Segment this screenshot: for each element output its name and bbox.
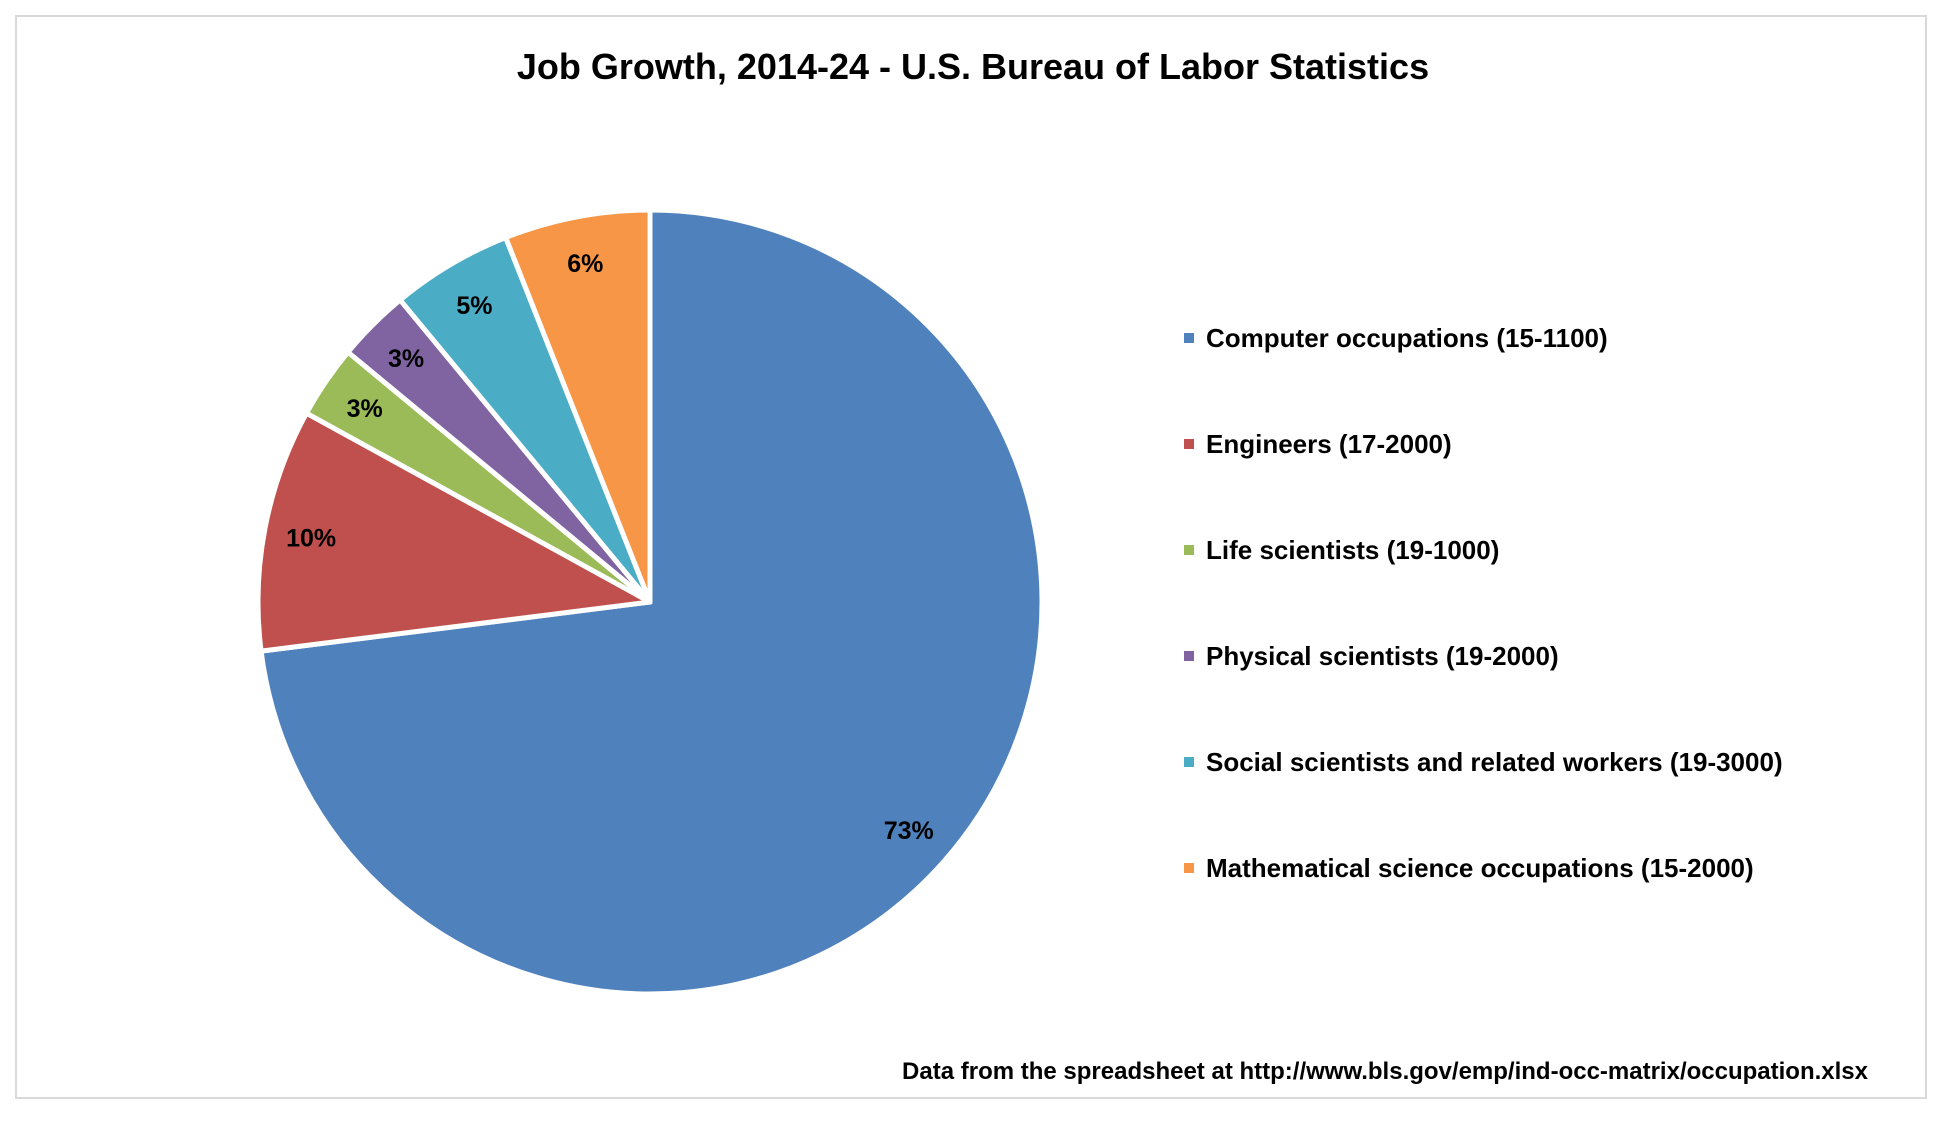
data-label: 73% [884, 817, 934, 845]
legend-item: Life scientists (19-1000) [1184, 534, 1499, 566]
legend-label: Mathematical science occupations (15-200… [1206, 852, 1754, 883]
legend-item: Physical scientists (19-2000) [1184, 640, 1559, 672]
data-label: 10% [286, 524, 336, 552]
legend-label: Computer occupations (15-1100) [1206, 322, 1608, 353]
legend-label: Engineers (17-2000) [1206, 428, 1452, 459]
chart-frame [15, 15, 1927, 1099]
legend-swatch [1184, 651, 1194, 661]
legend-label: Social scientists and related workers (1… [1206, 746, 1783, 777]
legend-item: Mathematical science occupations (15-200… [1184, 852, 1754, 884]
legend-swatch [1184, 333, 1194, 343]
legend-item: Social scientists and related workers (1… [1184, 746, 1783, 778]
source-note: Data from the spreadsheet at http://www.… [902, 1058, 1868, 1085]
legend-swatch [1184, 863, 1194, 873]
data-label: 3% [388, 345, 424, 373]
data-label: 5% [456, 292, 492, 320]
pie-slice [255, 410, 653, 654]
legend-swatch [1184, 439, 1194, 449]
chart-title: Job Growth, 2014-24 - U.S. Bureau of Lab… [516, 46, 1430, 87]
legend-label: Life scientists (19-1000) [1206, 534, 1500, 565]
legend-label: Physical scientists (19-2000) [1206, 640, 1559, 671]
legend-item: Engineers (17-2000) [1184, 428, 1452, 460]
data-label: 3% [347, 395, 383, 423]
legend-swatch [1184, 545, 1194, 555]
pie-slice [503, 207, 653, 605]
legend-swatch [1184, 757, 1194, 767]
legend-item: Computer occupations (15-1100) [1184, 322, 1608, 354]
data-label: 6% [567, 250, 603, 278]
